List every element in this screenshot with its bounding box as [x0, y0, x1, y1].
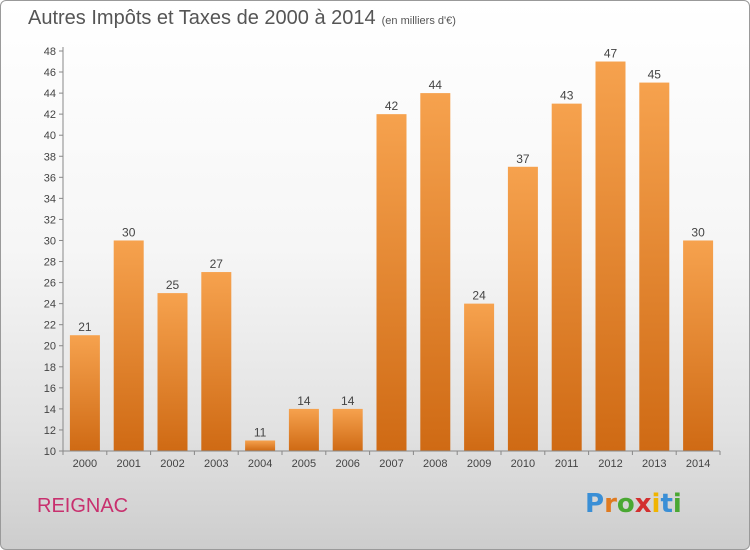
data-label: 42 — [385, 99, 399, 113]
bar — [507, 166, 538, 451]
y-tick-label: 44 — [44, 88, 56, 100]
y-tick-label: 38 — [44, 151, 56, 163]
x-tick-label: 2014 — [686, 458, 710, 470]
axes: 10 12 14 16 18 20 22 24 26 28 30 32 34 36 38 40 42 44 46 48… — [44, 46, 721, 470]
x-tick-label: 2007 — [379, 458, 403, 470]
y-tick-label: 22 — [44, 320, 56, 332]
bars: 21 30 25 27 11 14 14 42 44 24 37 43 47 45 30 — [69, 47, 714, 452]
x-tick-label: 2005 — [292, 458, 316, 470]
title-text: Autres Impôts et Taxes de 2000 à 2014 — [28, 7, 376, 29]
data-label: 25 — [166, 278, 180, 292]
x-tick-label: 2001 — [116, 458, 140, 470]
y-tick-label: 26 — [44, 278, 56, 290]
y-tick-label: 32 — [44, 214, 56, 226]
data-label: 14 — [297, 394, 311, 408]
logo-letter: i — [672, 489, 682, 519]
bar — [595, 61, 626, 452]
bar — [69, 335, 100, 451]
bar — [245, 440, 276, 451]
logo-letter: r — [604, 489, 617, 519]
data-label: 11 — [254, 425, 267, 439]
chart-title: Autres Impôts et Taxes de 2000 à 2014 (en… — [28, 7, 456, 30]
y-tick-label: 42 — [44, 109, 56, 121]
bar — [288, 408, 319, 451]
commune-name: REIGNAC — [37, 495, 129, 517]
y-tick-label: 18 — [44, 362, 56, 374]
logo-letter: o — [616, 489, 635, 519]
bar — [683, 240, 714, 451]
x-tick-label: 2003 — [204, 458, 228, 470]
y-tick-label: 16 — [44, 383, 56, 395]
unit-label: (en milliers d'€) — [381, 15, 456, 27]
data-label: 21 — [78, 320, 92, 334]
bar — [157, 293, 188, 451]
data-label: 43 — [560, 89, 574, 103]
logo-letter: t — [660, 489, 673, 519]
data-label: 27 — [210, 257, 224, 271]
bar — [332, 408, 363, 451]
y-tick-label: 48 — [44, 46, 56, 58]
x-tick-label: 2013 — [642, 458, 666, 470]
x-tick-label: 2011 — [555, 458, 579, 470]
logo-letter: P — [585, 489, 605, 519]
x-tick-label: 2008 — [423, 458, 447, 470]
y-tick-label: 36 — [44, 172, 56, 184]
y-tick-label: 10 — [44, 446, 56, 458]
x-tick-label: 2009 — [467, 458, 491, 470]
x-tick-label: 2000 — [73, 458, 97, 470]
data-label: 24 — [472, 289, 486, 303]
logo-letter: x — [634, 489, 652, 519]
proxiti-logo: Proxiti — [585, 489, 682, 519]
data-label: 30 — [691, 225, 705, 239]
data-label: 30 — [122, 225, 136, 239]
data-label: 44 — [429, 78, 443, 92]
data-label: 45 — [648, 68, 662, 82]
y-tick-label: 20 — [44, 341, 56, 353]
bar — [376, 114, 407, 451]
y-tick-label: 30 — [44, 235, 56, 247]
x-tick-label: 2006 — [335, 458, 359, 470]
x-tick-label: 2010 — [511, 458, 535, 470]
bar — [420, 93, 451, 452]
x-tick-label: 2002 — [160, 458, 184, 470]
logo-letter: i — [651, 489, 661, 519]
data-label: 37 — [516, 152, 530, 166]
y-tick-label: 24 — [44, 299, 56, 311]
bar — [464, 303, 495, 451]
x-tick-label: 2012 — [598, 458, 622, 470]
bar — [639, 82, 670, 451]
x-tick-label: 2004 — [248, 458, 272, 470]
bar — [201, 272, 232, 451]
y-tick-label: 28 — [44, 257, 56, 269]
y-tick-label: 40 — [44, 130, 56, 142]
bar — [551, 103, 582, 451]
y-tick-label: 46 — [44, 67, 56, 79]
y-tick-label: 12 — [44, 425, 56, 437]
y-tick-label: 34 — [44, 193, 56, 205]
data-label: 47 — [604, 47, 618, 61]
data-label: 14 — [341, 394, 355, 408]
bar — [113, 240, 144, 451]
y-tick-label: 14 — [44, 404, 56, 416]
